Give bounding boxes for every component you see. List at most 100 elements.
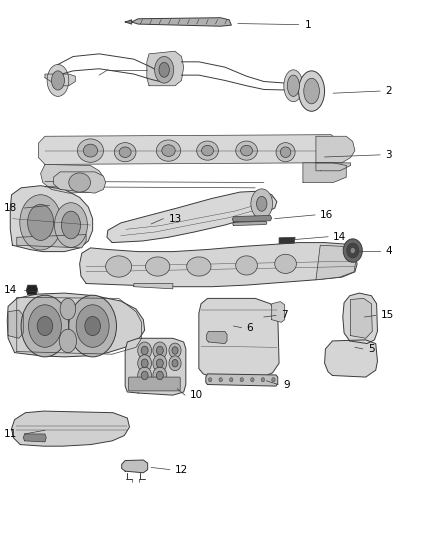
Ellipse shape: [276, 143, 295, 162]
Ellipse shape: [119, 147, 131, 157]
Polygon shape: [343, 293, 378, 344]
Ellipse shape: [28, 204, 53, 240]
Ellipse shape: [83, 144, 98, 157]
Polygon shape: [279, 237, 295, 244]
Ellipse shape: [51, 71, 64, 90]
Text: 14: 14: [4, 286, 17, 295]
Polygon shape: [233, 221, 267, 225]
Polygon shape: [134, 284, 173, 289]
Ellipse shape: [280, 147, 291, 157]
Polygon shape: [39, 135, 340, 165]
Text: 11: 11: [4, 429, 17, 439]
Ellipse shape: [201, 146, 213, 156]
Ellipse shape: [304, 78, 319, 104]
Polygon shape: [207, 332, 227, 344]
Ellipse shape: [236, 256, 258, 275]
Ellipse shape: [236, 141, 258, 160]
Polygon shape: [325, 340, 378, 377]
Polygon shape: [316, 136, 355, 163]
Text: 18: 18: [4, 203, 17, 213]
Polygon shape: [45, 74, 75, 86]
Text: 15: 15: [381, 310, 394, 320]
Ellipse shape: [251, 189, 272, 219]
Polygon shape: [316, 163, 350, 171]
Polygon shape: [232, 215, 272, 222]
Ellipse shape: [172, 347, 178, 354]
Polygon shape: [199, 298, 279, 378]
Ellipse shape: [28, 305, 61, 348]
Ellipse shape: [197, 141, 219, 160]
Ellipse shape: [141, 371, 148, 379]
Polygon shape: [7, 293, 145, 357]
Ellipse shape: [156, 346, 163, 355]
Polygon shape: [10, 185, 93, 252]
Ellipse shape: [20, 195, 61, 250]
Text: 10: 10: [190, 390, 203, 400]
Ellipse shape: [153, 342, 167, 359]
Polygon shape: [8, 310, 23, 338]
Polygon shape: [23, 434, 46, 442]
Polygon shape: [132, 18, 231, 26]
Ellipse shape: [261, 377, 265, 382]
Ellipse shape: [240, 146, 253, 156]
Ellipse shape: [78, 139, 103, 163]
Ellipse shape: [37, 317, 53, 336]
Polygon shape: [41, 165, 103, 193]
Text: 1: 1: [305, 20, 312, 30]
Polygon shape: [125, 338, 186, 395]
Ellipse shape: [155, 56, 174, 83]
Polygon shape: [17, 235, 86, 248]
Polygon shape: [350, 298, 372, 338]
Ellipse shape: [299, 71, 325, 111]
Ellipse shape: [141, 359, 148, 368]
Ellipse shape: [350, 247, 355, 254]
Polygon shape: [11, 411, 130, 446]
Ellipse shape: [54, 203, 88, 247]
Text: 13: 13: [169, 214, 182, 224]
Polygon shape: [147, 51, 184, 86]
Text: 14: 14: [333, 232, 346, 242]
Text: 9: 9: [283, 379, 290, 390]
Polygon shape: [303, 163, 346, 182]
Ellipse shape: [145, 257, 170, 276]
Polygon shape: [272, 302, 285, 322]
Text: 7: 7: [281, 310, 288, 320]
Ellipse shape: [159, 62, 170, 77]
Ellipse shape: [21, 295, 69, 357]
Ellipse shape: [61, 211, 81, 239]
Polygon shape: [122, 460, 148, 473]
Ellipse shape: [275, 254, 297, 273]
Ellipse shape: [230, 377, 233, 382]
Ellipse shape: [85, 317, 100, 336]
Ellipse shape: [284, 70, 303, 102]
Polygon shape: [80, 243, 357, 287]
Ellipse shape: [257, 196, 267, 211]
Ellipse shape: [47, 64, 69, 96]
Text: 2: 2: [385, 86, 392, 96]
Ellipse shape: [59, 329, 77, 353]
Polygon shape: [316, 245, 356, 280]
Ellipse shape: [69, 173, 91, 192]
Text: 12: 12: [175, 465, 188, 474]
Ellipse shape: [272, 377, 275, 382]
Text: 4: 4: [385, 246, 392, 255]
Polygon shape: [206, 374, 278, 386]
Polygon shape: [125, 20, 132, 24]
Ellipse shape: [169, 343, 181, 358]
Text: 6: 6: [247, 322, 253, 333]
Ellipse shape: [141, 346, 148, 355]
Ellipse shape: [156, 140, 180, 161]
Text: 16: 16: [320, 210, 333, 220]
Ellipse shape: [138, 355, 152, 372]
Ellipse shape: [208, 377, 212, 382]
Polygon shape: [107, 191, 277, 243]
Polygon shape: [26, 285, 38, 295]
Ellipse shape: [172, 360, 178, 367]
Ellipse shape: [343, 239, 362, 262]
Polygon shape: [53, 172, 106, 193]
Ellipse shape: [106, 256, 132, 277]
FancyBboxPatch shape: [129, 377, 180, 391]
Ellipse shape: [138, 342, 152, 359]
Ellipse shape: [114, 143, 136, 162]
Ellipse shape: [219, 377, 223, 382]
